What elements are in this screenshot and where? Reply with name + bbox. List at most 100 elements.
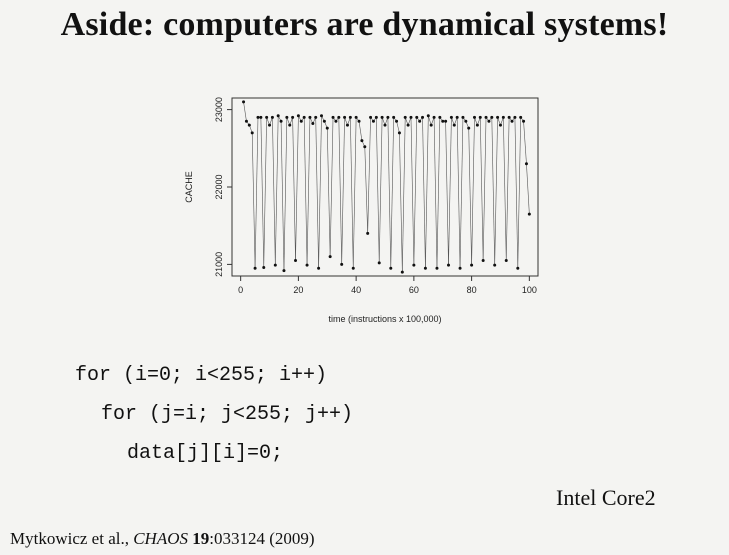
data-point bbox=[247, 123, 251, 127]
data-point bbox=[409, 115, 413, 119]
series-segment bbox=[456, 117, 461, 269]
data-point bbox=[467, 126, 471, 130]
data-point bbox=[406, 123, 410, 127]
data-point bbox=[435, 266, 439, 270]
data-point bbox=[374, 115, 378, 119]
data-point bbox=[343, 115, 347, 119]
data-point bbox=[475, 123, 479, 127]
series-segment bbox=[329, 117, 334, 257]
data-point bbox=[415, 115, 419, 119]
series-segment bbox=[260, 117, 265, 268]
data-point bbox=[455, 115, 459, 119]
data-point bbox=[291, 115, 295, 119]
data-point bbox=[395, 119, 399, 123]
x-tick-label: 40 bbox=[351, 285, 361, 295]
data-point bbox=[244, 119, 248, 123]
data-point bbox=[472, 115, 476, 119]
data-point bbox=[421, 115, 425, 119]
series-segment bbox=[390, 117, 394, 269]
data-point bbox=[302, 115, 306, 119]
data-point bbox=[522, 119, 526, 123]
cpu-label: Intel Core2 bbox=[556, 485, 656, 510]
series-segment bbox=[387, 117, 392, 269]
data-point bbox=[282, 269, 286, 273]
series-segment bbox=[482, 117, 487, 261]
series-segment bbox=[378, 117, 383, 263]
data-point bbox=[380, 115, 384, 119]
series-segment bbox=[471, 117, 475, 266]
data-point bbox=[256, 115, 260, 119]
series-segment bbox=[514, 117, 519, 269]
data-point bbox=[334, 119, 338, 123]
data-point bbox=[392, 115, 396, 119]
data-point bbox=[383, 123, 387, 127]
data-point bbox=[519, 115, 523, 119]
series-segment bbox=[315, 117, 319, 269]
data-point bbox=[273, 263, 277, 267]
series-segment bbox=[468, 128, 472, 266]
x-tick-label: 60 bbox=[409, 285, 419, 295]
data-point bbox=[507, 115, 511, 119]
series-segment bbox=[263, 117, 267, 268]
data-point bbox=[444, 119, 448, 123]
series-segment bbox=[243, 101, 247, 122]
data-point bbox=[403, 115, 407, 119]
series-segment bbox=[280, 121, 285, 271]
data-point bbox=[432, 115, 436, 119]
series-segment bbox=[292, 117, 296, 261]
data-point bbox=[487, 119, 491, 123]
series-segment bbox=[459, 117, 464, 269]
data-point bbox=[386, 115, 390, 119]
data-point bbox=[279, 119, 283, 123]
data-point bbox=[325, 126, 329, 130]
cache-plot: 21000 22000 23000 0 20 40 60 80 100 CACHE time … bbox=[170, 88, 550, 328]
series-segment bbox=[341, 117, 345, 265]
data-point bbox=[389, 266, 393, 270]
series-segment bbox=[338, 117, 342, 265]
series-segment bbox=[275, 115, 279, 266]
data-point bbox=[259, 115, 263, 119]
series-segment bbox=[491, 117, 495, 266]
data-point bbox=[423, 266, 427, 270]
data-point bbox=[452, 123, 456, 127]
data-point bbox=[322, 119, 326, 123]
data-point bbox=[371, 119, 375, 123]
data-point bbox=[311, 122, 315, 126]
data-point bbox=[337, 115, 341, 119]
data-point bbox=[305, 263, 309, 267]
series-segment bbox=[367, 117, 371, 234]
citation-authors: Mytkowicz et al., bbox=[10, 529, 134, 548]
series-segment bbox=[433, 117, 438, 269]
data-point bbox=[458, 266, 462, 270]
data-point bbox=[253, 266, 257, 270]
data-point bbox=[447, 263, 451, 267]
code-line-outer-loop: for (i=0; i<255; i++) bbox=[75, 364, 328, 387]
x-tick-label: 100 bbox=[522, 285, 537, 295]
data-point bbox=[493, 263, 497, 267]
citation: Mytkowicz et al., CHAOS 19:033124 (2009) bbox=[10, 529, 315, 549]
cache-chart-svg: 21000 22000 23000 0 20 40 60 80 100 CACHE time … bbox=[184, 97, 539, 324]
data-point bbox=[262, 265, 266, 269]
data-point bbox=[524, 162, 528, 166]
data-point bbox=[357, 119, 361, 123]
data-point bbox=[484, 115, 488, 119]
series-segment bbox=[503, 117, 507, 261]
data-point bbox=[276, 114, 280, 118]
slide-title: Aside: computers are dynamical systems! bbox=[60, 6, 669, 43]
data-point bbox=[354, 115, 358, 119]
x-tick-label: 80 bbox=[467, 285, 477, 295]
series-points bbox=[242, 100, 531, 274]
series-segment bbox=[413, 117, 418, 266]
data-point bbox=[348, 115, 352, 119]
data-point bbox=[340, 262, 344, 266]
data-point bbox=[490, 115, 494, 119]
data-point bbox=[397, 131, 401, 135]
data-point bbox=[441, 119, 445, 123]
data-point bbox=[360, 139, 364, 143]
series-segment bbox=[523, 121, 527, 164]
y-tick-label: 23000 bbox=[214, 97, 224, 122]
series-segment bbox=[283, 117, 288, 271]
data-point bbox=[242, 100, 246, 104]
data-point bbox=[470, 263, 474, 267]
